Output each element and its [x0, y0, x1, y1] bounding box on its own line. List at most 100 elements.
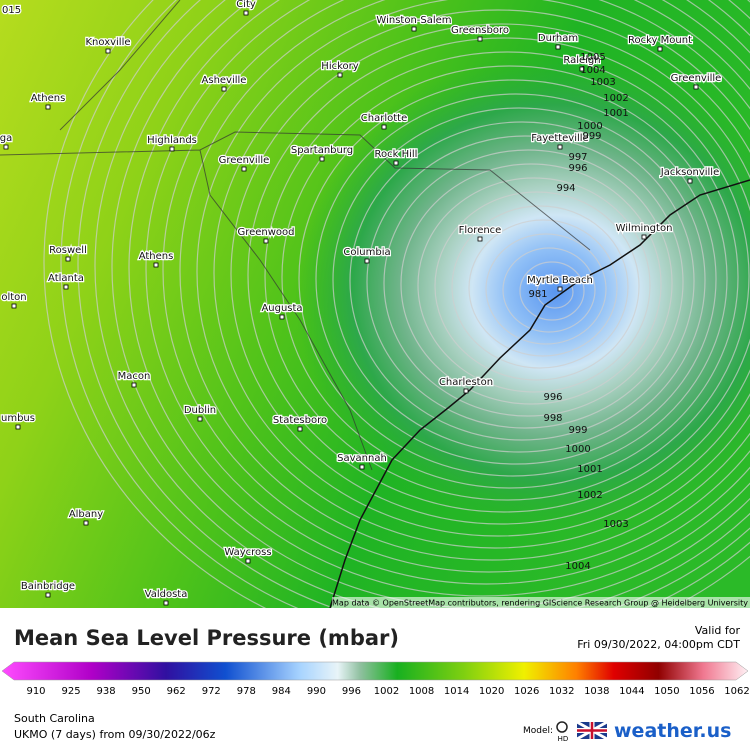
isobar-label: 1002 [577, 490, 602, 501]
isobars [43, 0, 750, 608]
city-label: Athens [31, 93, 66, 104]
isobar-label: 1000 [577, 121, 602, 132]
isobar-label: 999 [568, 425, 587, 436]
city-label: Greensboro [451, 25, 509, 36]
city-dot [477, 36, 483, 42]
isobar [230, 23, 750, 525]
city-label: Roswell [49, 245, 87, 256]
scale-label: 1002 [374, 686, 399, 697]
model-icon [556, 721, 568, 733]
city-label: ga [0, 133, 12, 144]
scale-label: 1026 [514, 686, 539, 697]
color-scale [1, 661, 749, 681]
scale-label: 984 [272, 686, 291, 697]
scale-label: 1044 [619, 686, 644, 697]
scale-label: 972 [202, 686, 221, 697]
isobar [213, 9, 750, 537]
city-dot [641, 234, 647, 240]
city-dot [381, 124, 387, 130]
scale-label: 938 [97, 686, 116, 697]
city-dot [263, 238, 269, 244]
isobar [145, 0, 750, 585]
isobar [519, 261, 585, 321]
model-label: Model: [523, 726, 553, 736]
scale-label: 1050 [654, 686, 679, 697]
isobar [43, 0, 750, 608]
city-label: Albany [69, 509, 103, 520]
city-label: Bainbridge [21, 581, 75, 592]
storm-field [295, 52, 750, 532]
city-dot [687, 178, 693, 184]
city-dot [11, 303, 17, 309]
scale-label: 925 [62, 686, 81, 697]
isobar [77, 0, 750, 608]
isobar [383, 149, 673, 417]
city-label: Augusta [261, 303, 302, 314]
isobar-label: 1001 [577, 464, 602, 475]
isobar-label: 1001 [603, 108, 628, 119]
city-dot [169, 146, 175, 152]
scale-label: 1008 [409, 686, 434, 697]
isobar-label: 1000 [565, 444, 590, 455]
city-dot [197, 416, 203, 422]
city-dot [45, 104, 51, 110]
city-label: Valdosta [145, 589, 188, 600]
city-label: Savannah [337, 453, 387, 464]
city-label: Greenville [219, 155, 270, 166]
city-label: Durham [538, 33, 578, 44]
isobar-label: 1003 [603, 519, 628, 530]
isobar [485, 233, 607, 345]
isobar [298, 79, 728, 477]
city-dot [241, 166, 247, 172]
isobar [128, 0, 750, 597]
isobar [366, 135, 684, 429]
isobar-label: 997 [568, 152, 587, 163]
city-dot [364, 258, 370, 264]
city-label: Rocky Mount [628, 35, 692, 46]
valid-time: Fri 09/30/2022, 04:00pm CDT [577, 638, 740, 651]
city-label: City [236, 0, 256, 10]
isobar-label: 1005 [580, 52, 605, 63]
city-label: Spartanburg [291, 145, 353, 156]
city-dot [657, 46, 663, 52]
scale-label: 996 [342, 686, 361, 697]
city-label: Florence [459, 225, 502, 236]
city-dot [557, 144, 563, 150]
city-dot [393, 160, 399, 166]
city-dot [243, 10, 249, 16]
city-dot [245, 558, 251, 564]
scale-label: 1062 [724, 686, 749, 697]
city-dot [63, 284, 69, 290]
map: 015 City Knoxville Winston-SalemGreensboro… [0, 0, 750, 608]
valid-label: Valid for [695, 624, 741, 637]
city-dot [557, 286, 563, 292]
scale-label: 962 [167, 686, 186, 697]
city-dot [105, 48, 111, 54]
isobar [162, 0, 750, 573]
isobar-label: 994 [556, 183, 575, 194]
isobar [468, 219, 618, 357]
isobar [264, 51, 750, 501]
brand[interactable]: weather.us [614, 720, 731, 742]
isobar-label: 998 [543, 413, 562, 424]
city-label: Asheville [202, 75, 247, 86]
city-label: Fayetteville [531, 133, 588, 144]
isobar [434, 191, 640, 381]
attribution: Map data © OpenStreetMap contributors, r… [332, 599, 748, 608]
isobar-label: 996 [543, 392, 562, 403]
isobar [536, 275, 574, 309]
scale-label: 1014 [444, 686, 469, 697]
city-dot [153, 262, 159, 268]
city-dot [83, 520, 89, 526]
city-label: Jacksonville [660, 167, 719, 178]
model-run: UKMO (7 days) from 09/30/2022/06z [14, 728, 216, 741]
city-label: Knoxville [85, 37, 130, 48]
isobar [417, 177, 651, 393]
isobar [179, 0, 750, 561]
city-dot [15, 424, 21, 430]
city-dot [163, 600, 169, 606]
city-dot [3, 144, 9, 150]
city-label: Statesboro [273, 415, 327, 426]
